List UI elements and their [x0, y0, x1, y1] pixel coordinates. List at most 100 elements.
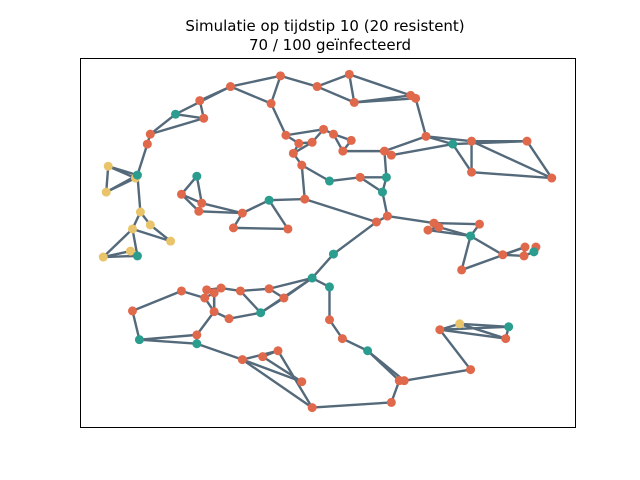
- edge: [470, 170, 553, 180]
- edge: [383, 135, 428, 153]
- node-infected: [355, 172, 365, 182]
- edge: [300, 163, 331, 183]
- node-infected: [297, 377, 307, 387]
- node-infected: [200, 293, 210, 303]
- edge: [195, 175, 203, 205]
- node-infected: [142, 139, 152, 149]
- node-susceptible: [166, 236, 176, 246]
- edge: [386, 214, 436, 225]
- node-infected: [324, 315, 334, 325]
- edge: [149, 117, 205, 136]
- edge: [348, 73, 356, 104]
- edge: [460, 234, 472, 272]
- node-infected: [127, 306, 137, 316]
- node-infected: [328, 129, 338, 139]
- node-infected: [319, 124, 329, 134]
- edge: [174, 113, 205, 120]
- node-infected: [434, 222, 444, 232]
- edge: [239, 287, 271, 293]
- edge: [229, 74, 282, 88]
- edge: [469, 234, 504, 257]
- axes-frame: [80, 58, 576, 428]
- chart-subtitle: 70 / 100 geïnfecteerd: [249, 36, 411, 54]
- node-susceptible: [125, 246, 135, 256]
- edge: [229, 85, 273, 105]
- edge: [353, 97, 417, 104]
- edge: [195, 310, 216, 337]
- node-infected: [349, 97, 359, 107]
- chart-title: Simulatie op tijdstip 10 (20 resistent): [185, 17, 464, 35]
- node-resistant: [307, 273, 317, 283]
- node-infected: [237, 355, 247, 365]
- node-infected: [288, 148, 298, 158]
- edge: [138, 338, 199, 345]
- edge: [102, 254, 139, 259]
- edge: [315, 73, 351, 88]
- node-layer: [98, 69, 557, 413]
- node-infected: [297, 160, 307, 170]
- node-infected: [273, 346, 283, 356]
- node-infected: [237, 208, 247, 218]
- node-susceptible: [127, 224, 137, 234]
- edge: [102, 227, 134, 259]
- edge: [149, 113, 177, 136]
- node-infected: [202, 285, 212, 295]
- node-infected: [522, 136, 532, 146]
- edge: [303, 197, 378, 224]
- node-susceptible: [135, 207, 145, 217]
- edge: [269, 74, 282, 105]
- node-infected: [224, 314, 234, 324]
- edge: [341, 337, 369, 352]
- node-susceptible: [98, 252, 108, 262]
- node-infected: [281, 130, 291, 140]
- node-infected: [176, 286, 186, 296]
- node-susceptible: [103, 161, 113, 171]
- node-infected: [379, 146, 389, 156]
- edge: [366, 349, 401, 382]
- node-resistant: [324, 282, 334, 292]
- node-infected: [386, 397, 396, 407]
- node-infected: [466, 365, 476, 375]
- node-resistant: [192, 171, 202, 181]
- edge: [241, 198, 271, 215]
- node-infected: [209, 288, 219, 298]
- node-infected: [209, 307, 219, 317]
- node-infected: [421, 131, 431, 141]
- node-infected: [176, 189, 186, 199]
- edge: [267, 198, 290, 231]
- node-infected: [411, 93, 421, 103]
- node-resistant: [264, 195, 274, 205]
- edge: [227, 311, 262, 320]
- node-resistant: [192, 339, 202, 349]
- node-infected: [337, 334, 347, 344]
- node-infected: [467, 167, 477, 177]
- node-infected: [457, 265, 467, 275]
- edge: [458, 322, 507, 340]
- edge: [438, 328, 472, 371]
- node-infected: [275, 71, 285, 81]
- edge: [300, 163, 306, 201]
- node-resistant: [381, 172, 391, 182]
- edge: [195, 342, 244, 361]
- edge: [414, 97, 428, 138]
- edge: [424, 135, 473, 143]
- edge: [259, 296, 286, 314]
- edge: [241, 358, 314, 409]
- edge: [403, 368, 472, 382]
- edge: [232, 226, 290, 231]
- edge: [310, 401, 393, 409]
- node-infected: [498, 250, 508, 260]
- node-infected: [197, 198, 207, 208]
- edge: [131, 227, 172, 243]
- node-resistant: [171, 109, 181, 119]
- node-infected: [266, 99, 276, 109]
- node-infected: [338, 146, 348, 156]
- node-infected: [225, 82, 235, 92]
- node-resistant: [324, 176, 334, 186]
- node-resistant: [363, 346, 373, 356]
- node-infected: [307, 403, 317, 413]
- edge: [390, 142, 454, 157]
- edge: [241, 358, 303, 383]
- edge: [525, 139, 553, 180]
- node-infected: [216, 283, 226, 293]
